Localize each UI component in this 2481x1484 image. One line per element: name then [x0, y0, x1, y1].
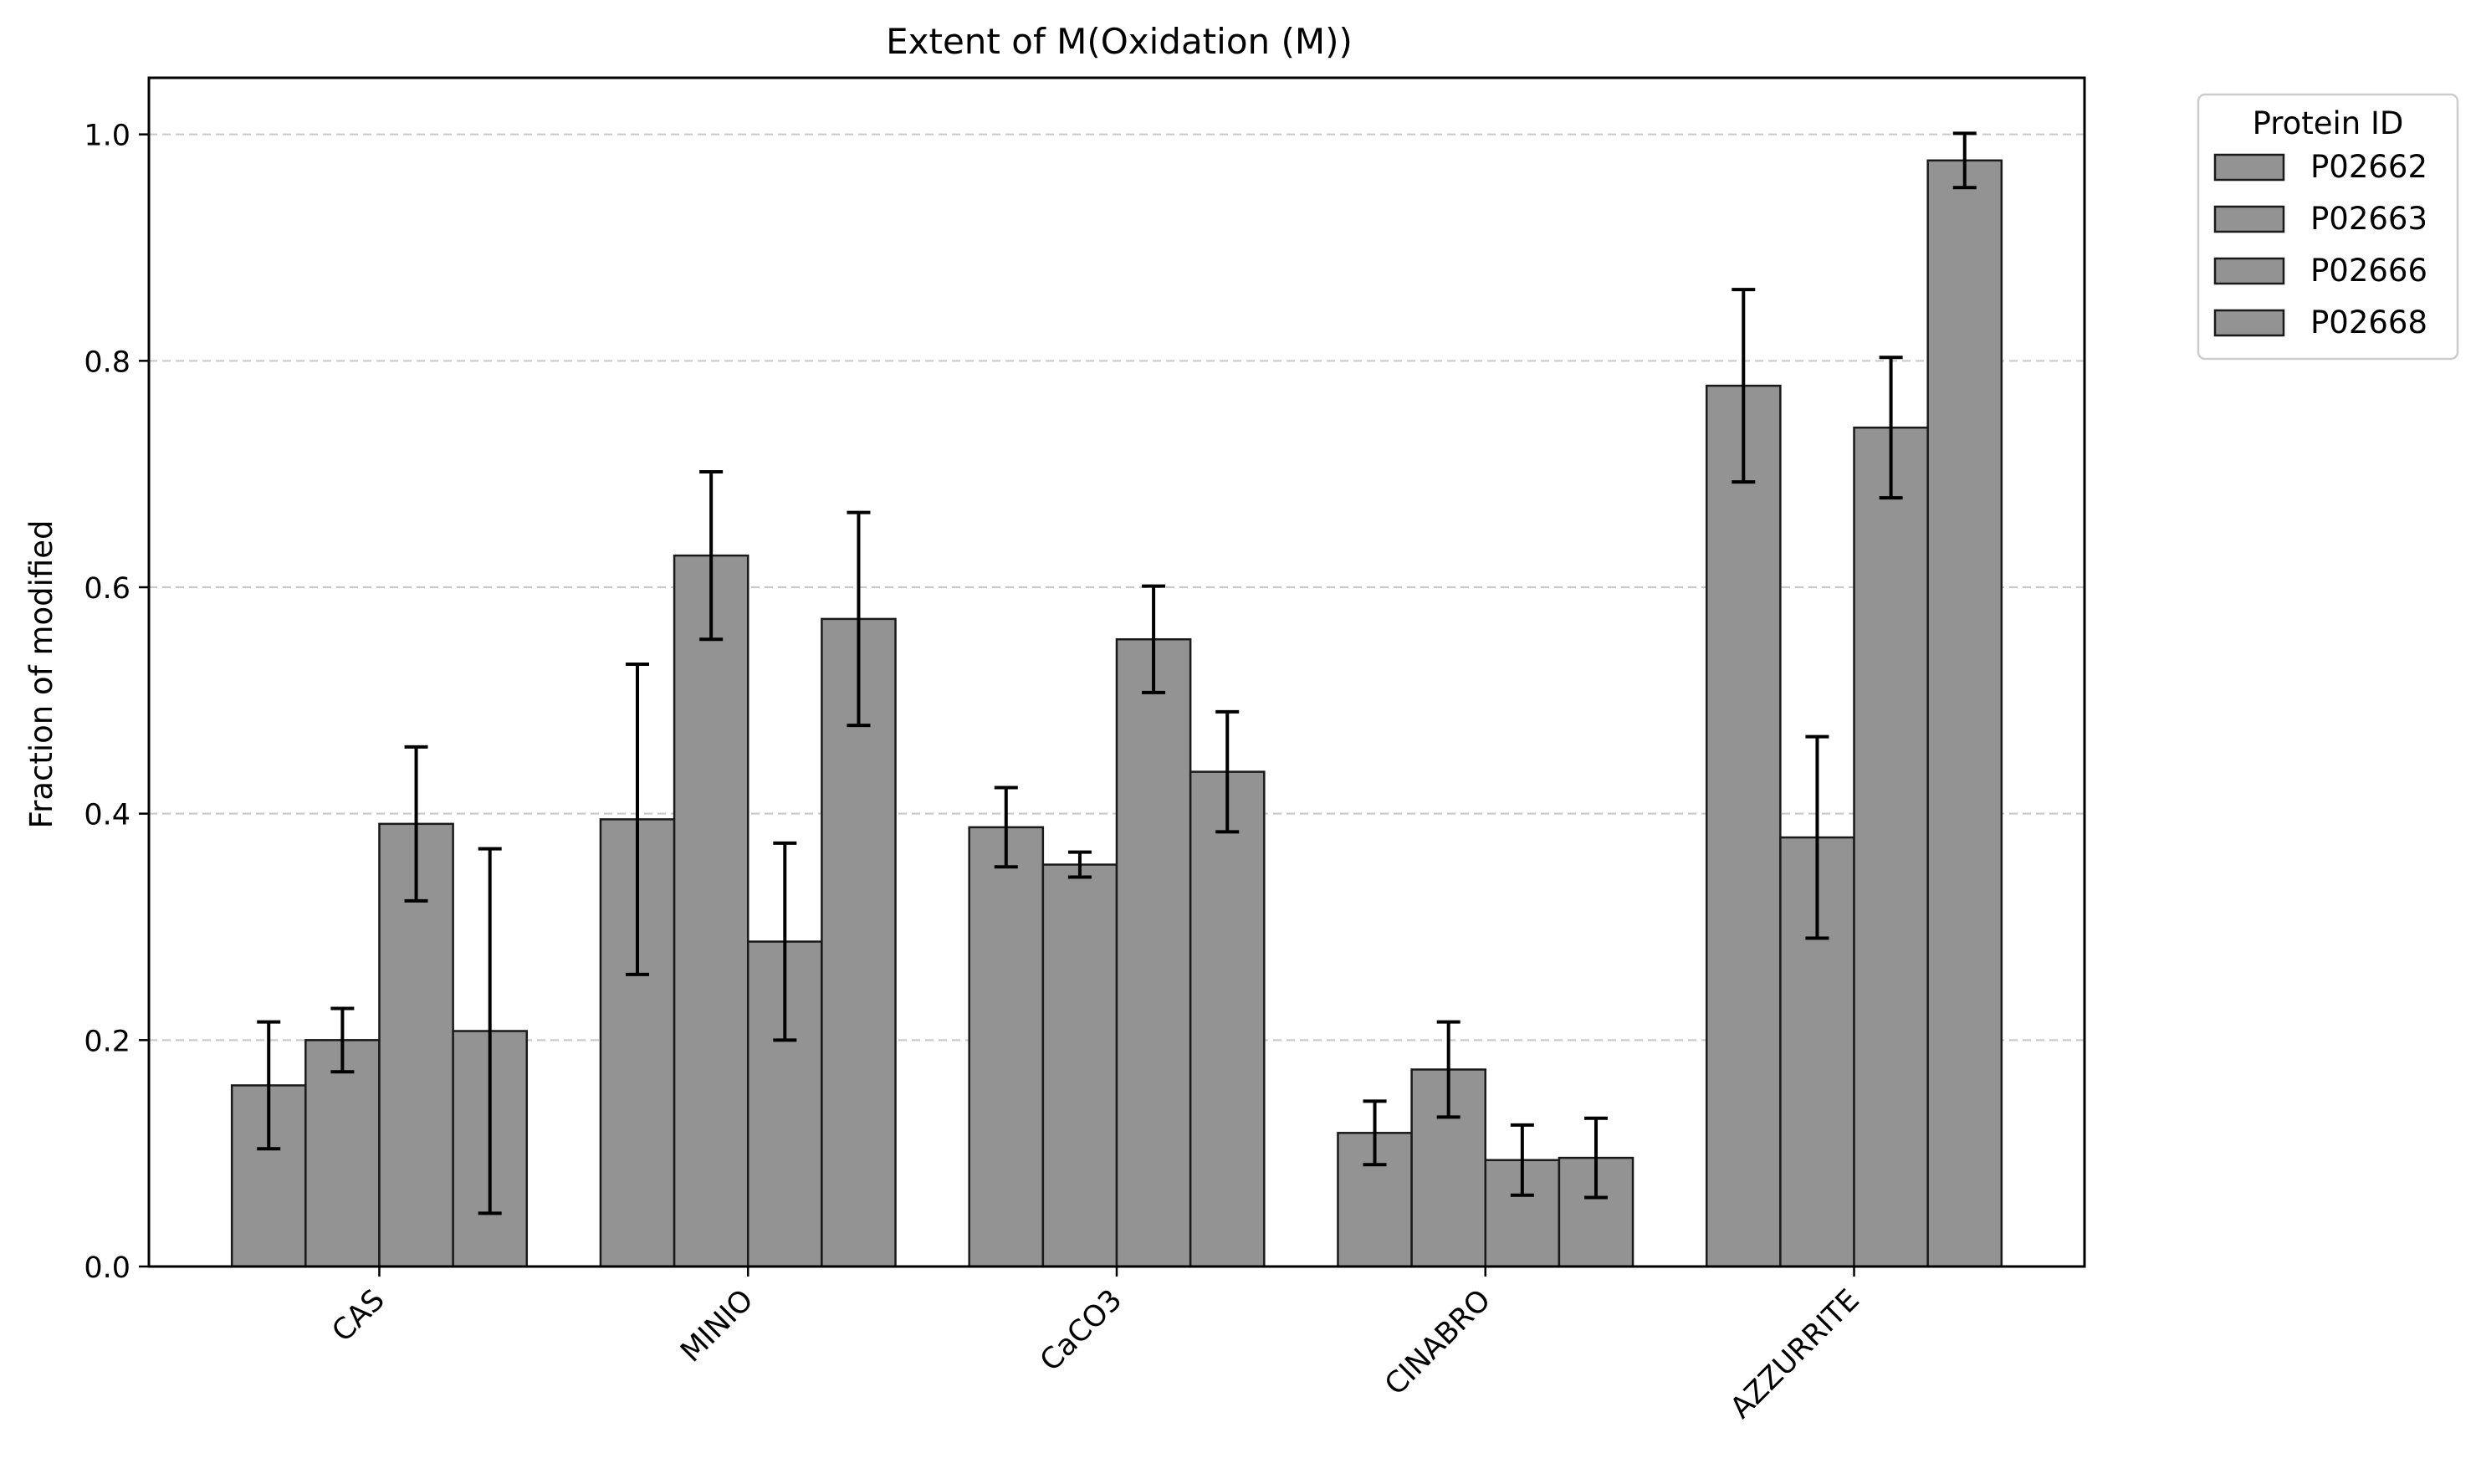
- legend-label: P02668: [2310, 304, 2427, 340]
- x-tick-label: MINIO: [674, 1283, 760, 1369]
- legend-title: Protein ID: [2253, 105, 2404, 141]
- y-tick-label: 0.0: [84, 1251, 130, 1285]
- y-tick-label: 0.4: [84, 799, 130, 832]
- bars: [230, 159, 2003, 1268]
- bar: [1853, 426, 1929, 1268]
- x-ticks: CAS MINIO CaCO3 CINABRO AZZURRITE: [326, 1267, 1866, 1425]
- bar: [968, 826, 1045, 1268]
- bar: [304, 1039, 381, 1268]
- error-bars: [257, 131, 1977, 1215]
- y-tick-label: 0.8: [84, 345, 130, 379]
- legend-label: P02666: [2310, 253, 2427, 289]
- legend-swatch: [2213, 309, 2285, 337]
- legend-label: P02662: [2310, 149, 2427, 185]
- y-tick-label: 0.6: [84, 572, 130, 606]
- legend-swatch: [2213, 205, 2285, 233]
- x-tick-label: AZZURRITE: [1724, 1283, 1866, 1425]
- legend-label: P02663: [2310, 201, 2427, 237]
- x-tick-label: CaCO3: [1034, 1283, 1128, 1378]
- legend-swatch: [2213, 153, 2285, 182]
- chart-title: Extent of M(Oxidation (M)): [886, 21, 1353, 62]
- x-tick-label: CINABRO: [1379, 1283, 1497, 1402]
- bar: [1189, 770, 1266, 1268]
- legend: Protein ID P02662 P02663 P02666 P02668: [2197, 93, 2459, 361]
- y-ticks: 0.0 0.2 0.4 0.6 0.8 1.0: [84, 120, 149, 1285]
- bar: [1705, 384, 1782, 1268]
- bar: [1926, 159, 2003, 1268]
- bar: [673, 554, 749, 1268]
- legend-swatch: [2213, 257, 2285, 285]
- x-tick-label: CAS: [326, 1283, 391, 1348]
- y-tick-label: 0.2: [84, 1025, 130, 1058]
- y-tick-label: 1.0: [84, 120, 130, 153]
- y-axis-label: Fraction of modified: [23, 520, 59, 829]
- bar: [1041, 863, 1118, 1268]
- legend-items: P02662 P02663 P02666 P02668: [2213, 149, 2427, 340]
- bar: [1115, 638, 1192, 1268]
